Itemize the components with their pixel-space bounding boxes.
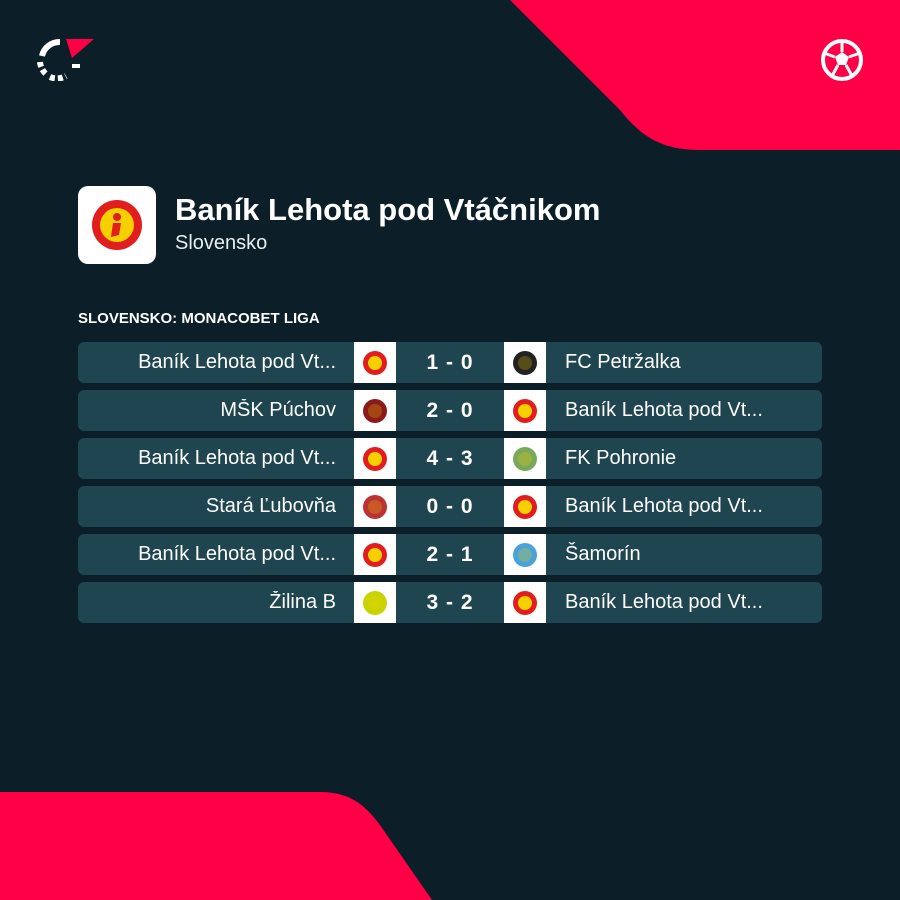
soccer-ball-icon[interactable]: [820, 38, 864, 82]
match-score: 2 - 0: [426, 398, 474, 422]
home-team-logo: [354, 582, 396, 623]
top-right-accent: [510, 0, 900, 150]
match-row[interactable]: Stará Ľubovňa 0 - 0 Baník Lehota pod Vt.…: [78, 486, 822, 527]
team-crest-icon: [513, 542, 537, 567]
team-crest-icon: [363, 446, 387, 471]
team-country: Slovensko: [175, 232, 268, 254]
home-team: Žilina B: [269, 591, 336, 613]
team-name: Baník Lehota pod Vtáčnikom: [175, 192, 601, 227]
away-team: Šamorín: [565, 543, 641, 565]
team-crest-icon: [363, 350, 387, 375]
home-team-logo: [354, 438, 396, 479]
banik-lehota-crest-icon: [92, 200, 142, 250]
match-row[interactable]: Baník Lehota pod Vt... 4 - 3 FK Pohronie: [78, 438, 822, 479]
away-team: Baník Lehota pod Vt...: [565, 591, 763, 613]
home-team-logo: [354, 342, 396, 383]
team-crest-icon: [513, 398, 537, 423]
match-row[interactable]: Žilina B 3 - 2 Baník Lehota pod Vt...: [78, 582, 822, 623]
away-team: Baník Lehota pod Vt...: [565, 495, 763, 517]
team-crest-icon: [363, 494, 387, 519]
team-crest-icon: [513, 494, 537, 519]
match-list: Baník Lehota pod Vt... 1 - 0 FC Petržalk…: [78, 342, 822, 630]
match-row[interactable]: Baník Lehota pod Vt... 2 - 1 Šamorín: [78, 534, 822, 575]
team-crest-icon: [363, 590, 387, 615]
team-crest-icon: [513, 590, 537, 615]
home-team: Baník Lehota pod Vt...: [138, 351, 336, 373]
away-team-logo: [504, 438, 546, 479]
match-row[interactable]: Baník Lehota pod Vt... 1 - 0 FC Petržalk…: [78, 342, 822, 383]
team-crest-icon: [513, 350, 537, 375]
away-team-logo: [504, 486, 546, 527]
team-crest-icon: [363, 542, 387, 567]
away-team-logo: [504, 582, 546, 623]
team-crest-icon: [363, 398, 387, 423]
home-team-logo: [354, 486, 396, 527]
away-team: FC Petržalka: [565, 351, 681, 373]
match-score: 0 - 0: [426, 494, 474, 518]
home-team-logo: [354, 534, 396, 575]
home-team: Stará Ľubovňa: [205, 495, 336, 517]
competition-label: SLOVENSKO: MONACOBET LIGA: [78, 310, 320, 327]
flashscore-logo-icon: [37, 39, 94, 81]
match-score: 4 - 3: [426, 446, 474, 470]
home-team: Baník Lehota pod Vt...: [138, 543, 336, 565]
away-team-logo: [504, 342, 546, 383]
team-crest: [78, 186, 156, 264]
away-team-logo: [504, 390, 546, 431]
match-score: 1 - 0: [426, 350, 474, 374]
match-score: 3 - 2: [426, 590, 474, 614]
away-team: Baník Lehota pod Vt...: [565, 399, 763, 421]
match-row[interactable]: MŠK Púchov 2 - 0 Baník Lehota pod Vt...: [78, 390, 822, 431]
home-team-logo: [354, 390, 396, 431]
home-team: Baník Lehota pod Vt...: [138, 447, 336, 469]
home-team: MŠK Púchov: [220, 399, 336, 421]
away-team-logo: [504, 534, 546, 575]
match-score: 2 - 1: [426, 542, 474, 566]
bottom-left-accent: [0, 792, 432, 900]
team-crest-icon: [513, 446, 537, 471]
away-team: FK Pohronie: [565, 447, 677, 469]
